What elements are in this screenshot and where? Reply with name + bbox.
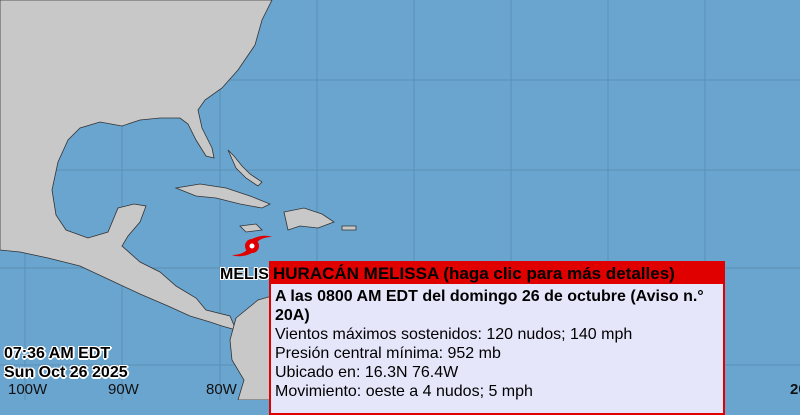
max-winds: Vientos máximos sostenidos: 120 nudos; 1…	[275, 326, 633, 343]
map[interactable]	[0, 0, 800, 400]
lon-label-100w: 100W	[8, 381, 48, 398]
location: Ubicado en: 16.3N 76.4W	[275, 364, 459, 381]
hispaniola	[283, 207, 335, 231]
storm-info-box: HURACÁN MELISSA (haga clic para más deta…	[269, 261, 725, 415]
hurricane-icon[interactable]	[232, 235, 272, 257]
min-pressure: Presión central mínima: 952 mb	[275, 345, 501, 362]
movement: Movimiento: oeste a 4 nudos; 5 mph	[275, 383, 533, 400]
north-america	[0, 0, 273, 331]
lon-label-90w: 90W	[108, 381, 139, 398]
puerto-rico	[341, 225, 357, 231]
jamaica	[239, 223, 263, 233]
timestamp-date: Sun Oct 26 2025	[4, 364, 128, 381]
south-america	[229, 295, 273, 400]
timestamp-time: 07:36 AM EDT	[4, 345, 111, 362]
landmass	[0, 0, 357, 400]
storm-details-link[interactable]: HURACÁN MELISSA (haga clic para más deta…	[271, 263, 723, 284]
cuba	[174, 183, 271, 209]
bahamas	[227, 149, 263, 187]
lon-label-20w: 20	[790, 381, 800, 398]
advisory-time: A las 0800 AM EDT del domingo 26 de octu…	[275, 288, 704, 324]
lon-label-80w: 80W	[206, 381, 237, 398]
